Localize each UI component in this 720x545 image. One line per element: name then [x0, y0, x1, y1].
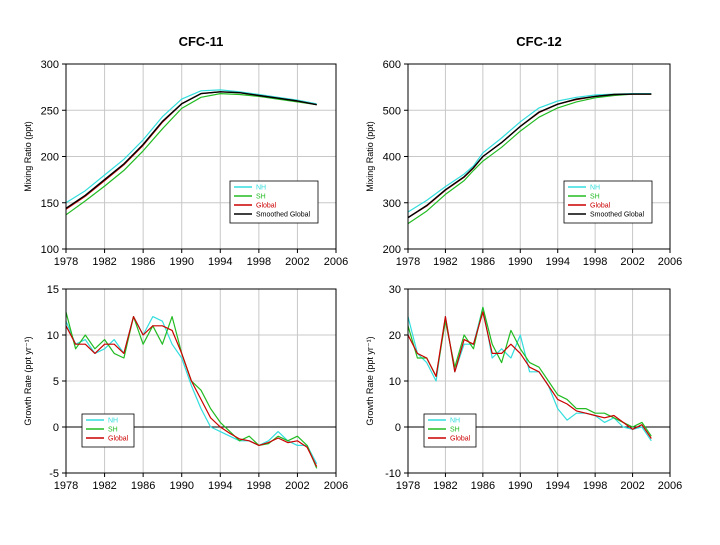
x-tick-label: 1998	[247, 480, 271, 492]
x-tick-label: 2006	[324, 480, 348, 492]
y-tick-label: 20	[389, 330, 401, 342]
x-tick-label: 1994	[545, 480, 569, 492]
legend: NH SH Global Smoothed Global	[229, 180, 319, 224]
legend-entry-sh: SH	[256, 194, 266, 201]
x-tick-label: 2006	[324, 256, 348, 268]
y-tick-label: -10	[385, 468, 401, 480]
y-tick-label: 100	[41, 244, 59, 256]
y-axis-label: Growth Rate (ppt yr⁻¹)	[365, 336, 375, 425]
chart-panel-4: 1978 1982 1986 1990 1994 1998 2002 2006 -10 0 10 20…	[365, 284, 682, 492]
chart-title: CFC-11	[179, 34, 224, 49]
x-tick-label: 1994	[208, 256, 232, 268]
chart-title: CFC-12	[516, 34, 562, 49]
legend-entry-global: Global	[450, 436, 471, 443]
y-tick-label: 500	[383, 105, 401, 117]
series-line-global	[65, 316, 318, 467]
x-tick-label: 1998	[583, 256, 607, 268]
y-tick-label: 200	[383, 244, 401, 256]
x-tick-label: 1978	[396, 256, 420, 268]
legend-box	[229, 180, 319, 224]
series-line-nh	[65, 89, 317, 204]
y-tick-label: 15	[47, 284, 59, 296]
legend-entry-nh: NH	[450, 418, 460, 425]
legend-entry-sh: SH	[590, 194, 600, 201]
y-tick-label: 10	[47, 330, 59, 342]
x-tick-label: 1998	[247, 256, 271, 268]
legend: NH SH Global Smoothed Global	[563, 180, 653, 224]
legend-entry-global: Global	[590, 203, 611, 210]
legend-entry-global: Global	[256, 203, 277, 210]
y-tick-label: 0	[395, 422, 401, 434]
x-tick-label: 1982	[92, 480, 116, 492]
series-line-sh	[407, 93, 652, 225]
y-tick-label: 30	[389, 284, 401, 296]
x-tick-label: 1978	[54, 480, 78, 492]
series-line-global	[407, 311, 652, 439]
y-axis-label: Mixing Ratio (ppt)	[23, 121, 33, 192]
x-tick-label: 2006	[658, 256, 682, 268]
x-tick-label: 1978	[54, 256, 78, 268]
x-tick-label: 1990	[508, 256, 532, 268]
series-line-smoothed	[407, 93, 652, 219]
x-tick-label: 2002	[285, 256, 309, 268]
series-line-sh	[65, 92, 317, 216]
y-tick-label: 400	[383, 152, 401, 164]
x-tick-label: 1990	[508, 480, 532, 492]
x-tick-label: 1994	[208, 480, 232, 492]
x-tick-label: 1990	[169, 256, 193, 268]
legend-entry-nh: NH	[590, 185, 600, 192]
legend-entry-nh: NH	[256, 185, 266, 192]
y-tick-label: 5	[53, 376, 59, 388]
y-tick-label: 300	[41, 59, 59, 71]
legend-entry-sh: SH	[108, 427, 118, 434]
x-tick-label: 1986	[131, 256, 155, 268]
x-tick-label: 1994	[545, 256, 569, 268]
series-line-smoothed	[65, 91, 317, 209]
y-tick-label: 10	[389, 376, 401, 388]
y-tick-label: 600	[383, 59, 401, 71]
x-tick-label: 1986	[471, 480, 495, 492]
legend-box	[563, 180, 653, 224]
x-tick-label: 1998	[583, 480, 607, 492]
x-tick-label: 1986	[131, 480, 155, 492]
y-tick-label: -5	[49, 468, 59, 480]
x-tick-label: 1982	[92, 256, 116, 268]
legend-entry-smoothed: Smoothed Global	[256, 212, 311, 219]
x-tick-label: 1978	[396, 480, 420, 492]
y-tick-label: 300	[383, 198, 401, 210]
chart-panel-1: CFC-11 1978 1982 1986 1990 1994 1998 2002 2006 10…	[23, 34, 348, 268]
y-tick-label: 250	[41, 105, 59, 117]
y-tick-label: 0	[53, 422, 59, 434]
legend-entry-global: Global	[108, 436, 129, 443]
y-tick-label: 200	[41, 152, 59, 164]
x-tick-label: 1982	[433, 480, 457, 492]
x-tick-label: 2002	[620, 256, 644, 268]
y-tick-label: 150	[41, 198, 59, 210]
y-axis-label: Mixing Ratio (ppt)	[365, 121, 375, 192]
x-tick-label: 1986	[471, 256, 495, 268]
legend-entry-nh: NH	[108, 418, 118, 425]
x-tick-label: 2006	[658, 480, 682, 492]
chart-panel-2: CFC-12 1978 1982 1986 1990 1994 1998 2002 2006 20…	[365, 34, 682, 268]
x-tick-label: 2002	[285, 480, 309, 492]
x-tick-label: 2002	[620, 480, 644, 492]
series-line-nh	[407, 92, 652, 213]
x-tick-label: 1982	[433, 256, 457, 268]
legend-entry-smoothed: Smoothed Global	[590, 212, 645, 219]
x-tick-label: 1990	[169, 480, 193, 492]
y-axis-label: Growth Rate (ppt yr⁻¹)	[23, 336, 33, 425]
legend-entry-sh: SH	[450, 427, 460, 434]
legend: NH SH Global	[81, 413, 135, 448]
chart-panel-3: 1978 1982 1986 1990 1994 1998 2002 2006 -5 0 5 10 15…	[23, 284, 348, 492]
legend: NH SH Global	[423, 413, 477, 448]
series-line-nh	[65, 316, 318, 465]
